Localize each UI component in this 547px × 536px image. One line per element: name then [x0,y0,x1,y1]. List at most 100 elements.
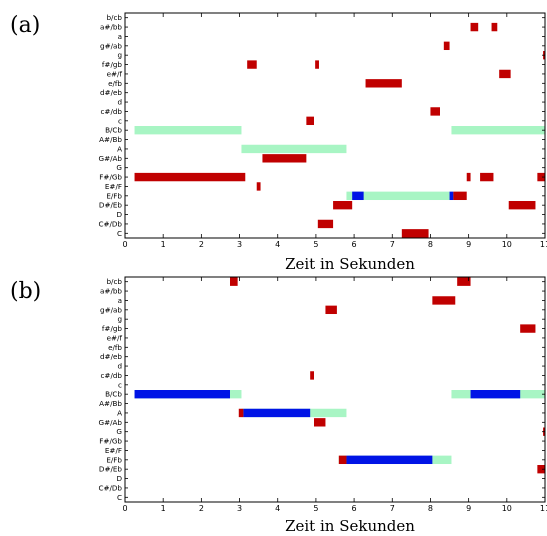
y-tick-label: e/fb [108,343,122,352]
x-tick-label: 2 [199,504,204,513]
x-tick-label: 9 [466,240,471,249]
note-segment-green [241,144,347,154]
x-tick-label: 11 [540,504,547,513]
y-tick-label: d [117,98,122,107]
note-segment-red [134,172,246,182]
note-segment-blue [352,191,364,201]
note-segment-red [338,455,347,465]
y-tick-label: f#/gb [102,60,123,69]
x-tick-label: 8 [428,240,433,249]
note-segment-red [457,277,471,286]
note-segment-red [470,22,479,32]
panel-label: (b) [10,279,41,304]
note-segment-red [365,79,402,88]
x-tick-label: 4 [275,504,280,513]
note-segment-red [432,296,456,305]
y-tick-label: A [117,408,122,417]
y-tick-label: a [118,296,122,305]
y-tick-label: c#/db [100,371,122,380]
y-tick-label: c [118,380,122,389]
x-tick-label: 9 [466,504,471,513]
x-tick-label: 0 [122,240,127,249]
note-segment-red [310,371,314,380]
y-tick-label: D [116,210,122,219]
y-tick-label: a#/bb [100,23,122,32]
x-tick-label: 5 [313,240,318,249]
note-segment-red [453,191,467,201]
x-axis-label: Zeit in Sekunden [285,255,415,273]
y-tick-label: E#/F [105,182,122,191]
note-segment-red [443,41,450,51]
plot-frame [124,276,546,503]
note-segment-red [262,154,307,163]
x-tick-label: 7 [390,504,395,513]
y-tick-label: g#/ab [100,305,122,314]
panel-label: (a) [10,13,40,38]
note-segment-green [134,126,242,135]
y-tick-label: E#/F [105,446,122,455]
y-tick-label: b/cb [107,277,123,286]
note-segment-red [537,172,545,182]
note-segment-red [491,22,498,32]
panel-a: (a) CC#/DbDD#/EbE/FbE#/FF#/GbGG#/AbAA#/Bb… [10,12,547,273]
note-segment-blue [449,191,454,201]
note-segment-red [537,465,545,474]
y-tick-label: A#/Bb [99,399,122,408]
x-tick-label: 3 [237,504,242,513]
x-axis-label: Zeit in Sekunden [285,517,415,535]
y-tick-label: C#/Db [98,219,122,228]
y-tick-label: B/Cb [105,390,122,399]
y-tick-label: b/cb [107,13,123,22]
x-tick-label: 6 [352,240,357,249]
note-segment-red [508,201,536,210]
y-tick-label: F#/Gb [99,173,122,182]
y-tick-label: a [118,32,122,41]
note-segment-red [466,172,471,182]
note-segment-red [315,60,319,69]
plot-frame [124,12,546,239]
note-segment-red [238,408,244,418]
x-tick-label: 3 [237,240,242,249]
y-tick-label: D [116,474,122,483]
y-tick-label: G [116,163,122,172]
y-tick-label: G [116,427,122,436]
note-segment-red [325,305,337,315]
y-tick-label: g [117,51,122,60]
x-tick-label: 10 [502,504,512,513]
note-segment-red [480,172,494,182]
y-tick-label: g [117,315,122,324]
note-segment-blue [134,390,230,399]
x-tick-label: 4 [275,240,280,249]
note-segment-red [230,277,238,286]
y-tick-label: A [117,144,122,153]
y-tick-label: c#/db [100,107,122,116]
y-tick-label: d [117,362,122,371]
y-tick-label: d#/eb [100,352,122,361]
y-tick-label: a#/bb [100,287,122,296]
y-tick-label: D#/Eb [99,201,123,210]
y-tick-label: c [118,116,122,125]
x-tick-label: 7 [390,240,395,249]
y-tick-label: F#/Gb [99,437,122,446]
note-segment-red [247,60,257,69]
x-tick-label: 8 [428,504,433,513]
y-tick-label: g#/ab [100,41,122,50]
y-tick-label: C [117,229,122,238]
y-tick-label: G#/Ab [99,418,123,427]
x-tick-label: 0 [122,504,127,513]
note-segment-red [306,116,314,126]
y-tick-label: B/Cb [105,126,122,135]
note-segment-red [401,229,429,238]
y-tick-label: e/fb [108,79,122,88]
note-segment-red [333,201,353,210]
y-tick-label: e#/f [107,69,123,78]
y-tick-label: D#/Eb [99,465,123,474]
y-tick-label: f#/gb [102,324,123,333]
y-tick-label: A#/Bb [99,135,122,144]
note-segment-red [314,418,326,427]
panel-b: (b) CC#/DbDD#/EbE/FbE#/FF#/GbGG#/AbAA#/Bb… [10,276,547,535]
x-tick-label: 10 [502,240,512,249]
note-segment-red [256,182,261,191]
note-segment-green [346,191,450,201]
